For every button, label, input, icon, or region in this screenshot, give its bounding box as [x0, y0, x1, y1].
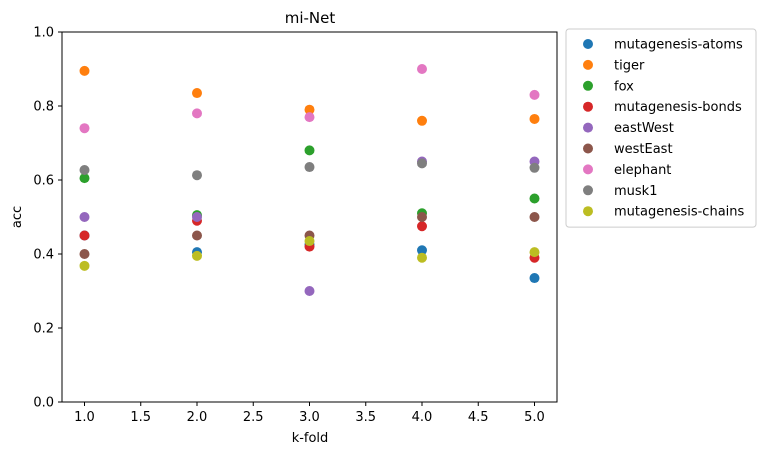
point-westEast-2 — [192, 230, 202, 241]
legend-marker-elephant — [583, 164, 593, 175]
legend-label-westEast: westEast — [614, 142, 673, 157]
x-tick-label: 1.0 — [74, 410, 95, 425]
legend-label-tiger: tiger — [614, 58, 645, 73]
legend: mutagenesis-atoms tiger fox mutagenesis-bon… — [565, 28, 757, 228]
legend-label-mutagenesis-chains: mutagenesis-chains — [614, 205, 745, 220]
point-mutagenesis-atoms-4 — [417, 245, 427, 256]
legend-marker-mutagenesis-chains — [583, 206, 593, 217]
point-westEast-4 — [417, 212, 427, 222]
plot-frame — [61, 31, 558, 403]
point-eastWest-2 — [192, 212, 202, 222]
y-tick-label: 0.0 — [33, 396, 54, 411]
point-tiger-2 — [192, 88, 202, 99]
plot-area — [61, 31, 558, 403]
legend-marker-musk1 — [583, 185, 593, 196]
x-tick-label: 2.0 — [187, 410, 208, 425]
point-elephant-5 — [529, 89, 540, 100]
legend-box — [565, 28, 757, 228]
point-elephant-3 — [304, 112, 315, 123]
legend-marker-fox — [583, 80, 593, 91]
y-tick-label: 1.0 — [33, 26, 54, 41]
point-tiger-1 — [79, 65, 90, 76]
point-elephant-1 — [79, 123, 90, 134]
legend-marker-eastWest — [583, 122, 593, 133]
point-westEast-5 — [529, 212, 540, 222]
point-tiger-3 — [304, 104, 315, 115]
y-axis-label: acc — [10, 206, 25, 228]
y-tick-label: 0.8 — [33, 100, 54, 115]
point-mutagenesis-chains-1 — [79, 260, 90, 271]
y-tick-label: 0.4 — [33, 248, 54, 263]
y-axis: 0.0 0.2 0.4 0.6 0.8 1.0 — [33, 26, 62, 411]
point-mutagenesis-chains-4 — [417, 252, 427, 263]
legend-marker-mutagenesis-bonds — [583, 101, 593, 112]
x-tick-label: 3.5 — [355, 410, 376, 425]
point-musk1-2 — [192, 170, 202, 181]
x-tick-label: 2.5 — [243, 410, 264, 425]
point-musk1-5 — [529, 162, 540, 173]
x-tick-label: 4.5 — [468, 410, 489, 425]
legend-marker-westEast — [583, 143, 593, 154]
point-mutagenesis-chains-5 — [529, 247, 540, 258]
point-mutagenesis-bonds-4 — [417, 221, 427, 232]
x-tick-label: 3.0 — [299, 410, 320, 425]
point-musk1-4 — [417, 158, 427, 169]
x-tick-label: 4.0 — [412, 410, 433, 425]
point-mutagenesis-chains-3 — [304, 236, 315, 247]
point-mutagenesis-atoms-5 — [529, 273, 540, 284]
point-elephant-4 — [417, 64, 427, 74]
x-tick-label: 1.5 — [130, 410, 151, 425]
legend-label-elephant: elephant — [614, 163, 671, 178]
point-fox-5 — [529, 193, 540, 204]
legend-label-mutagenesis-bonds: mutagenesis-bonds — [614, 100, 742, 115]
point-fox-1 — [79, 173, 90, 184]
legend-marker-mutagenesis-atoms — [583, 39, 593, 49]
point-mutagenesis-bonds-1 — [79, 230, 90, 241]
legend-label-fox: fox — [614, 79, 634, 94]
x-axis: 1.0 1.5 2.0 2.5 3.0 3.5 4.0 4.5 5.0 — [74, 402, 545, 425]
y-tick-label: 0.2 — [33, 322, 54, 337]
point-tiger-5 — [529, 113, 540, 124]
point-eastWest-3 — [304, 286, 315, 296]
x-tick-label: 5.0 — [524, 410, 545, 425]
point-westEast-1 — [79, 249, 90, 259]
point-eastWest-1 — [79, 212, 90, 222]
x-axis-label: k-fold — [292, 431, 329, 446]
point-mutagenesis-chains-2 — [192, 250, 202, 261]
legend-label-mutagenesis-atoms: mutagenesis-atoms — [614, 38, 743, 53]
point-elephant-2 — [192, 108, 202, 119]
y-tick-label: 0.6 — [33, 174, 54, 189]
legend-label-eastWest: eastWest — [614, 121, 674, 136]
legend-marker-tiger — [583, 59, 593, 70]
legend-label-musk1: musk1 — [614, 184, 657, 199]
point-musk1-3 — [304, 162, 315, 173]
point-musk1-1 — [79, 165, 90, 176]
point-tiger-4 — [417, 115, 427, 126]
chart-title: mi-Net — [285, 9, 336, 27]
point-fox-3 — [304, 145, 315, 156]
